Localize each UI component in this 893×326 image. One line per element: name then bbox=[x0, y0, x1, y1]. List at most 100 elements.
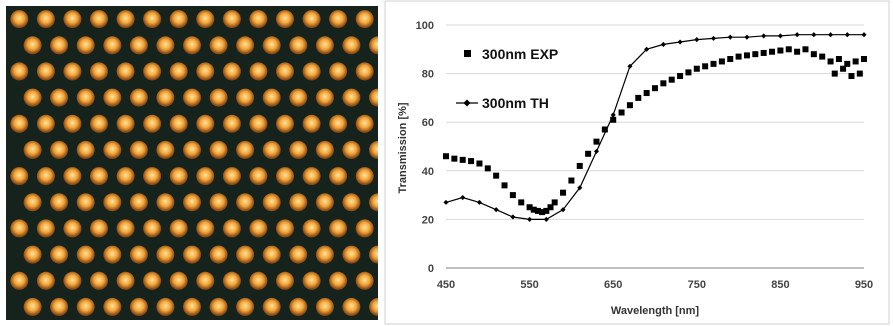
nanodisk bbox=[76, 88, 95, 107]
nanodisk bbox=[183, 140, 201, 159]
x-tick-label: 750 bbox=[688, 279, 706, 291]
nanodisk bbox=[183, 88, 201, 107]
x-tick-labels: 450 550 650 750 850 950 bbox=[437, 279, 873, 291]
nanodisk bbox=[222, 167, 241, 186]
nanodisk bbox=[196, 10, 215, 29]
nanodisk bbox=[156, 140, 175, 159]
data-point-300nm-exp bbox=[685, 69, 692, 76]
y-tick-label: 40 bbox=[422, 166, 434, 178]
nanodisk bbox=[209, 88, 228, 107]
nanodisk bbox=[129, 245, 148, 264]
data-point-300nm-exp bbox=[493, 172, 500, 179]
nanodisk bbox=[36, 271, 55, 290]
nanodisk bbox=[36, 167, 55, 186]
nanodisk bbox=[236, 140, 255, 159]
nanodisk bbox=[36, 219, 55, 238]
nanodisk bbox=[143, 114, 162, 133]
legend-label-exp: 300nm EXP bbox=[482, 46, 558, 62]
nanodisk bbox=[50, 36, 69, 55]
y-tick-labels: 0 20 40 60 80 100 bbox=[416, 20, 434, 275]
data-point-300nm-exp bbox=[810, 51, 817, 58]
nanodisk bbox=[355, 167, 374, 186]
data-point-300nm-exp bbox=[643, 90, 650, 97]
nanodisk bbox=[289, 88, 308, 107]
data-point-300nm-exp bbox=[601, 126, 608, 133]
nanodisk bbox=[196, 62, 215, 81]
nanodisk bbox=[302, 271, 321, 290]
data-point-300nm-exp bbox=[652, 85, 658, 92]
nanodisk bbox=[50, 140, 69, 159]
transmission-chart: 0 20 40 60 80 100 450 550 650 750 850 950 Transmis… bbox=[384, 0, 890, 325]
nanodisk bbox=[10, 62, 29, 81]
nanodisk bbox=[329, 219, 348, 238]
nanodisk bbox=[276, 10, 294, 29]
data-point-300nm-exp bbox=[585, 150, 592, 157]
x-tick-label: 950 bbox=[855, 279, 873, 291]
nanodisk bbox=[209, 245, 228, 264]
nanodisk bbox=[236, 193, 255, 212]
data-point-300nm-exp bbox=[451, 155, 458, 162]
x-axis-label: Wavelength [nm] bbox=[611, 305, 700, 317]
nanodisk bbox=[262, 193, 281, 212]
nanodisk bbox=[196, 271, 215, 290]
data-point-300nm-exp bbox=[534, 207, 541, 214]
nanodisk bbox=[222, 62, 241, 81]
nanodisk bbox=[183, 245, 201, 264]
nanodisk bbox=[209, 140, 228, 159]
data-point-300nm-exp bbox=[468, 158, 475, 165]
data-point-300nm-exp bbox=[576, 162, 583, 169]
nanodisk bbox=[143, 271, 162, 290]
nanodisk bbox=[23, 140, 42, 159]
micrograph-image bbox=[6, 6, 378, 320]
data-point-300nm-exp bbox=[827, 58, 834, 65]
nanodisk bbox=[63, 62, 82, 81]
data-point-300nm-exp bbox=[509, 192, 516, 199]
nanodisk bbox=[183, 193, 201, 212]
nanodisk bbox=[315, 245, 334, 264]
nanodisk bbox=[302, 219, 321, 238]
nanodisk bbox=[249, 62, 268, 81]
data-point-300nm-exp bbox=[844, 60, 851, 67]
data-point-300nm-exp bbox=[856, 70, 863, 77]
x-tick-label: 650 bbox=[604, 279, 622, 291]
nanodisk bbox=[10, 114, 29, 133]
y-gridlines bbox=[446, 24, 864, 220]
data-point-300nm-exp bbox=[752, 51, 759, 58]
nanodisk bbox=[90, 167, 108, 186]
nanodisk bbox=[76, 297, 95, 316]
data-point-300nm-exp bbox=[610, 116, 617, 123]
nanodisk bbox=[183, 297, 201, 316]
nanodisk bbox=[276, 114, 294, 133]
nanodisk bbox=[156, 193, 175, 212]
nanodisk bbox=[276, 167, 294, 186]
data-point-300nm-exp bbox=[526, 204, 533, 211]
data-point-300nm-exp bbox=[702, 63, 709, 70]
data-point-300nm-exp bbox=[794, 48, 801, 55]
nanodisk bbox=[342, 245, 361, 264]
nanodisk bbox=[355, 271, 374, 290]
nanodisk bbox=[156, 88, 175, 107]
data-point-300nm-exp bbox=[727, 56, 734, 63]
nanodisk bbox=[129, 36, 148, 55]
nanodisk bbox=[103, 36, 122, 55]
nanodisk bbox=[289, 193, 308, 212]
nanodisk bbox=[143, 62, 162, 81]
data-point-300nm-exp bbox=[710, 60, 717, 67]
nanodisk bbox=[329, 62, 348, 81]
data-point-300nm-exp bbox=[539, 209, 546, 216]
nanodisk bbox=[276, 271, 294, 290]
legend-marker-exp bbox=[464, 50, 471, 57]
nanodisk bbox=[315, 88, 334, 107]
nanodisk bbox=[116, 167, 135, 186]
nanodisk bbox=[23, 36, 42, 55]
nanodisk bbox=[76, 36, 95, 55]
nanodisk bbox=[315, 140, 334, 159]
nanodisk bbox=[143, 167, 162, 186]
nanodisk bbox=[302, 62, 321, 81]
nanodisk bbox=[355, 219, 374, 238]
nanodisk bbox=[369, 36, 378, 55]
nanodisk bbox=[369, 88, 378, 107]
nanodisk bbox=[50, 193, 69, 212]
nanodisk bbox=[236, 297, 255, 316]
nanodisk bbox=[63, 167, 82, 186]
